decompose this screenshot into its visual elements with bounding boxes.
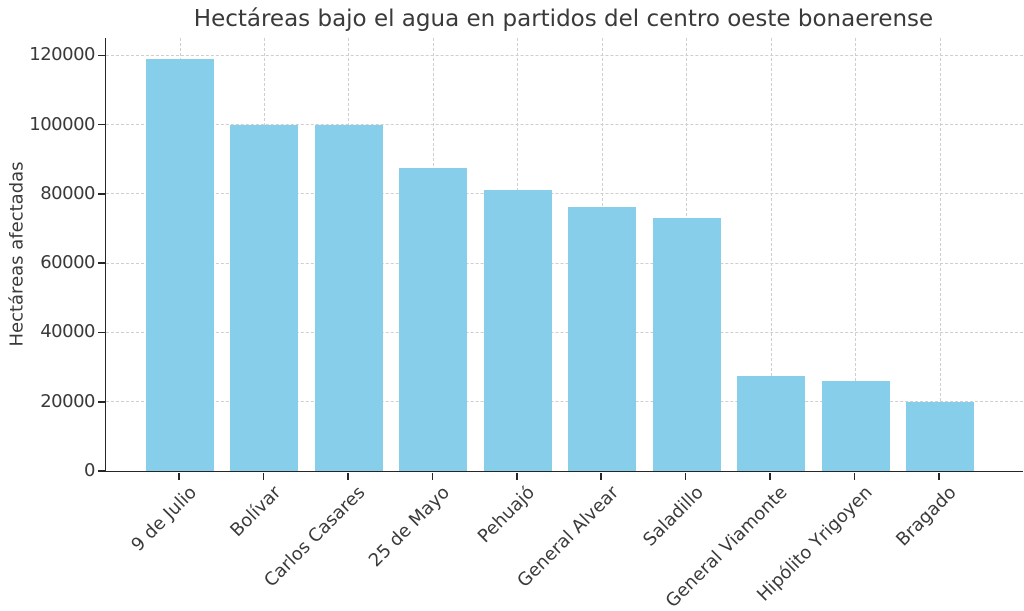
x-axis-tick [516, 473, 518, 480]
v-gridline [770, 38, 772, 471]
x-axis-tick [347, 473, 349, 480]
x-tick-label: Bolívar [226, 482, 286, 542]
bar [483, 190, 552, 471]
v-gridline [855, 38, 857, 471]
bar [821, 380, 890, 471]
y-tick-label: 60000 [40, 252, 95, 274]
chart-title: Hectáreas bajo el agua en partidos del c… [193, 6, 934, 32]
x-tick-label: Saladillo [639, 482, 708, 551]
y-axis-tick [98, 262, 105, 264]
y-axis-tick [98, 123, 105, 126]
h-gridline [106, 193, 1023, 195]
bar [314, 124, 383, 471]
h-gridline [106, 331, 1023, 333]
y-axis-tick [98, 331, 105, 334]
x-axis-tick [769, 473, 771, 480]
x-axis-tick [178, 473, 180, 480]
y-tick-label: 0 [84, 460, 95, 481]
x-axis-tick [853, 473, 856, 480]
x-axis-tick [938, 473, 940, 480]
y-tick-label: 120000 [29, 44, 95, 66]
y-tick-label: 100000 [29, 113, 95, 135]
bar [399, 167, 468, 471]
h-gridline [106, 262, 1023, 264]
x-axis-tick [431, 473, 434, 480]
y-axis-tick [98, 400, 105, 403]
x-tick-label: Bragado [892, 482, 961, 551]
bar [737, 376, 806, 471]
x-axis-tick [684, 473, 687, 480]
x-axis-tick [600, 473, 603, 480]
x-tick-label: Pehuajó [473, 482, 539, 548]
plot-area [105, 38, 1023, 472]
y-tick-label: 20000 [40, 390, 95, 412]
bar [906, 401, 975, 471]
h-gridline [106, 124, 1023, 126]
x-tick-label: 9 de Julio [127, 482, 201, 556]
h-gridline [106, 401, 1023, 403]
x-tick-label: 25 de Mayo [365, 482, 455, 572]
bar [652, 218, 721, 471]
bar [230, 124, 299, 471]
y-tick-label: 80000 [40, 182, 95, 204]
v-gridline [939, 38, 941, 471]
y-tick-label: 40000 [40, 321, 95, 343]
y-axis-tick [98, 470, 105, 472]
y-axis-tick [98, 54, 105, 57]
y-axis-tick [98, 193, 105, 195]
bar [568, 206, 637, 471]
x-axis-tick [262, 473, 265, 480]
h-gridline [106, 54, 1023, 56]
bar [146, 58, 214, 471]
